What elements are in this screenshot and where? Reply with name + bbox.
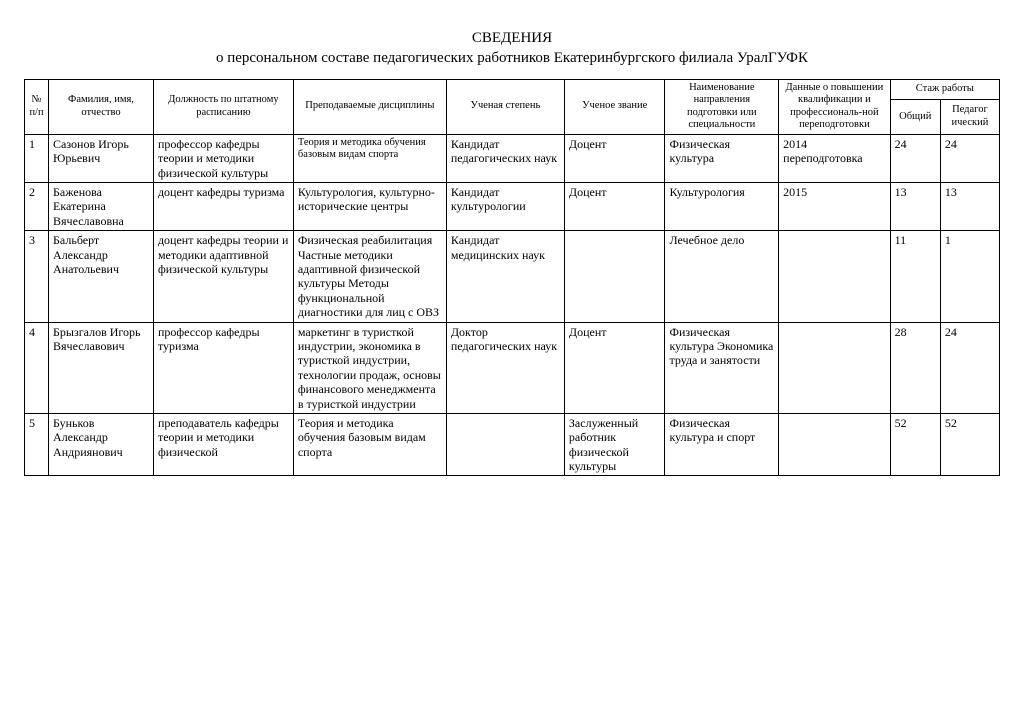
cell-qualification <box>779 413 890 476</box>
cell-exp-pedag: 52 <box>940 413 999 476</box>
cell-position: профессор кафедры туризма <box>153 322 293 413</box>
cell-exp-pedag: 24 <box>940 134 999 182</box>
cell-qualification: 2015 <box>779 183 890 231</box>
table-row: 2Баженова Екатерина Вячеславовнадоцент к… <box>25 183 1000 231</box>
cell-degree <box>446 413 564 476</box>
cell-speciality: Физическая культура Экономика труда и за… <box>665 322 779 413</box>
cell-speciality: Лечебное дело <box>665 231 779 322</box>
cell-disciplines: Физическая реабилитация Частные методики… <box>293 231 446 322</box>
cell-num: 1 <box>25 134 49 182</box>
cell-exp-pedag: 24 <box>940 322 999 413</box>
header-qualification: Данные о повышении квалификации и профес… <box>779 79 890 134</box>
title-line-1: СВЕДЕНИЯ <box>24 28 1000 48</box>
cell-num: 2 <box>25 183 49 231</box>
staff-table: № п/п Фамилия, имя, отчество Должность п… <box>24 79 1000 477</box>
header-exp-pedag: Педагог ический <box>940 99 999 134</box>
cell-exp-pedag: 1 <box>940 231 999 322</box>
cell-rank <box>564 231 665 322</box>
cell-exp-pedag: 13 <box>940 183 999 231</box>
cell-degree: Доктор педагогических наук <box>446 322 564 413</box>
cell-position: профессор кафедры теории и методики физи… <box>153 134 293 182</box>
cell-position: преподаватель кафедры теории и методики … <box>153 413 293 476</box>
cell-rank: Доцент <box>564 322 665 413</box>
header-exp-total: Общий <box>890 99 940 134</box>
table-row: 5Буньков Александр Андрияновичпреподават… <box>25 413 1000 476</box>
title-line-2: о персональном составе педагогических ра… <box>24 48 1000 68</box>
cell-disciplines: маркетинг в туристкой индустрии, экономи… <box>293 322 446 413</box>
cell-speciality: Физическая культура и спорт <box>665 413 779 476</box>
cell-num: 3 <box>25 231 49 322</box>
cell-rank: Доцент <box>564 134 665 182</box>
header-speciality: Наименование направления подготовки или … <box>665 79 779 134</box>
cell-num: 4 <box>25 322 49 413</box>
document-page: СВЕДЕНИЯ о персональном составе педагоги… <box>0 0 1024 476</box>
header-disciplines: Преподаваемые дисциплины <box>293 79 446 134</box>
header-num: № п/п <box>25 79 49 134</box>
cell-name: Буньков Александр Андриянович <box>49 413 154 476</box>
cell-rank: Доцент <box>564 183 665 231</box>
cell-degree: Кандидат медицинских наук <box>446 231 564 322</box>
cell-num: 5 <box>25 413 49 476</box>
document-title: СВЕДЕНИЯ о персональном составе педагоги… <box>24 28 1000 69</box>
cell-name: Баженова Екатерина Вячеславовна <box>49 183 154 231</box>
cell-position: доцент кафедры туризма <box>153 183 293 231</box>
header-experience-group: Стаж работы <box>890 79 999 99</box>
table-row: 1Сазонов Игорь Юрьевичпрофессор кафедры … <box>25 134 1000 182</box>
cell-exp-total: 52 <box>890 413 940 476</box>
cell-speciality: Культурология <box>665 183 779 231</box>
header-position: Должность по штатному расписанию <box>153 79 293 134</box>
header-degree: Ученая степень <box>446 79 564 134</box>
cell-degree: Кандидат педагогических наук <box>446 134 564 182</box>
header-name: Фамилия, имя, отчество <box>49 79 154 134</box>
cell-qualification: 2014 переподготовка <box>779 134 890 182</box>
cell-rank: Заслуженный работник физической культуры <box>564 413 665 476</box>
header-rank: Ученое звание <box>564 79 665 134</box>
cell-name: Сазонов Игорь Юрьевич <box>49 134 154 182</box>
cell-disciplines: Культурология, культурно-исторические це… <box>293 183 446 231</box>
cell-exp-total: 11 <box>890 231 940 322</box>
cell-qualification <box>779 231 890 322</box>
cell-qualification <box>779 322 890 413</box>
cell-exp-total: 24 <box>890 134 940 182</box>
cell-degree: Кандидат культурологии <box>446 183 564 231</box>
cell-exp-total: 13 <box>890 183 940 231</box>
table-body: 1Сазонов Игорь Юрьевичпрофессор кафедры … <box>25 134 1000 476</box>
cell-speciality: Физическая культура <box>665 134 779 182</box>
table-row: 4Брызгалов Игорь Вячеславовичпрофессор к… <box>25 322 1000 413</box>
cell-disciplines: Теория и методика обучения базовым видам… <box>293 134 446 182</box>
cell-exp-total: 28 <box>890 322 940 413</box>
cell-position: доцент кафедры теории и методики адаптив… <box>153 231 293 322</box>
table-row: 3Бальберт Александр Анатольевичдоцент ка… <box>25 231 1000 322</box>
cell-name: Брызгалов Игорь Вячеславович <box>49 322 154 413</box>
cell-name: Бальберт Александр Анатольевич <box>49 231 154 322</box>
cell-disciplines: Теория и методика обучения базовым видам… <box>293 413 446 476</box>
table-header: № п/п Фамилия, имя, отчество Должность п… <box>25 79 1000 134</box>
